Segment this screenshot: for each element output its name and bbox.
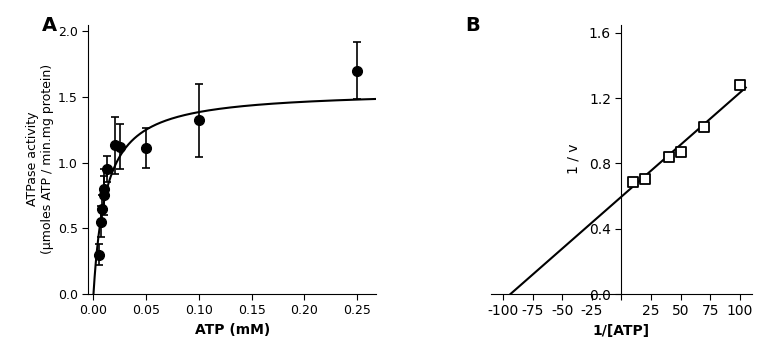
Text: B: B <box>465 16 480 35</box>
Point <box>639 176 651 182</box>
Point <box>627 179 640 185</box>
Text: A: A <box>42 16 58 35</box>
Point <box>698 125 710 130</box>
Point <box>734 82 746 88</box>
Point <box>663 154 675 160</box>
Point <box>674 149 686 155</box>
Y-axis label: 1 / v: 1 / v <box>567 144 581 175</box>
X-axis label: ATP (mM): ATP (mM) <box>195 323 270 337</box>
X-axis label: 1/[ATP]: 1/[ATP] <box>593 324 650 338</box>
Y-axis label: ATPase activity
(µmoles ATP / min.mg protein): ATPase activity (µmoles ATP / min.mg pro… <box>25 64 54 254</box>
